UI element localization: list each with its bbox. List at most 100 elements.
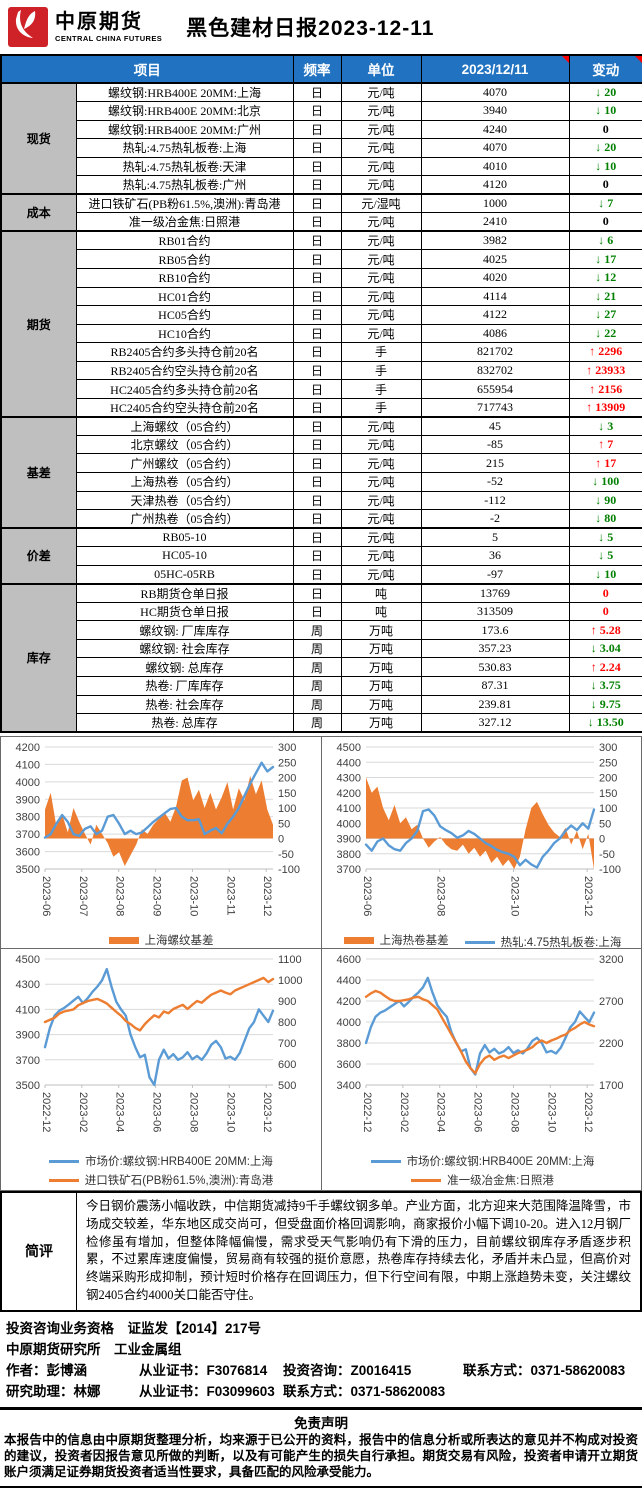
cell-frequency: 日 (292, 527, 342, 548)
cell-item: RB01合约 (75, 230, 294, 251)
cell-value: 1000 (420, 193, 570, 214)
cell-frequency: 日 (292, 453, 342, 473)
cell-change: ↑ 23933 (568, 360, 642, 381)
svg-text:2023-10: 2023-10 (508, 876, 520, 916)
cell-item: HC2405合约空头持仓前20名 (75, 397, 294, 418)
cell-item: RB2405合约空头持仓前20名 (75, 360, 294, 381)
cell-item: 螺纹钢:HRB400E 20MM:广州 (75, 119, 294, 140)
svg-text:3900: 3900 (16, 794, 40, 806)
svg-text:300: 300 (599, 742, 617, 754)
cell-value: 313509 (420, 601, 570, 622)
group-label: 现货 (0, 81, 77, 195)
table-row: 准一级冶金焦:日照港日元/吨 2410 0 (1, 212, 642, 232)
svg-text:200: 200 (278, 773, 296, 785)
cell-frequency: 日 (292, 360, 342, 381)
cell-frequency: 日 (292, 415, 342, 436)
cell-frequency: 周 (292, 638, 342, 659)
cell-item: 热卷: 社会库存 (75, 694, 294, 715)
cell-unit: 元/湿吨 (340, 193, 422, 214)
cell-item: 上海螺纹（05合约） (75, 415, 294, 436)
brief-text: 今日钢价震荡小幅收跌，中信期货减持9千手螺纹钢多单。产业方面，北方迎来大范围降温… (86, 1199, 631, 1302)
svg-text:4100: 4100 (337, 803, 361, 815)
cell-frequency: 日 (292, 286, 342, 307)
svg-text:4200: 4200 (337, 996, 361, 1008)
credential-item: 从业证书：F03099603 (139, 1383, 275, 1399)
table-row: 北京螺纹（05合约）日元/吨 -85 ↑ 7 (1, 434, 642, 455)
cell-frequency: 周 (292, 657, 342, 677)
area-swatch-icon (108, 936, 139, 944)
cell-unit: 手 (340, 379, 422, 399)
svg-text:3500: 3500 (16, 864, 40, 876)
cell-item: 热卷: 厂库库存 (75, 676, 294, 696)
group-label: 期货 (0, 230, 77, 418)
cell-value: 4025 (420, 249, 570, 269)
cell-change: ↓ 5 (568, 527, 642, 548)
cell-frequency: 周 (292, 713, 342, 733)
cell-change: 0 (568, 119, 642, 140)
svg-text:3600: 3600 (16, 847, 40, 859)
table-row: 成本 进口铁矿石(PB粉61.5%,澳洲):青岛港日元/湿吨 1000 ↓ 7 (0, 193, 642, 232)
svg-text:100: 100 (599, 803, 617, 815)
cell-item: 广州螺纹（05合约） (75, 453, 294, 473)
cell-frequency: 日 (292, 230, 342, 251)
svg-text:4600: 4600 (337, 954, 361, 966)
down-arrow-icon: ↓ (595, 251, 602, 266)
svg-text:1100: 1100 (278, 954, 302, 966)
cell-item: 北京螺纹（05合约） (75, 434, 294, 455)
col-header-freq-label: 频率 (303, 63, 331, 78)
table-row: 热轧:4.75热轧板卷:广州日元/吨 4120 0 (1, 175, 642, 195)
cell-frequency: 日 (292, 509, 342, 529)
note-corner-icon (635, 56, 642, 63)
cell-unit: 元/吨 (340, 175, 422, 195)
cell-change: 0 (568, 175, 642, 195)
cell-value: 4122 (420, 305, 570, 325)
svg-text:3800: 3800 (337, 849, 361, 861)
cell-item: RB05合约 (75, 249, 294, 269)
cell-unit: 元/吨 (340, 305, 422, 325)
table-header-row: 项目 频率 单位 2023/12/11 变动 (0, 54, 642, 84)
cell-item: 热轧:4.75热轧板卷:上海 (75, 138, 294, 158)
cell-change: ↑ 5.28 (568, 620, 642, 640)
cell-value: 45 (420, 415, 570, 436)
cell-unit: 元/吨 (340, 138, 422, 158)
cell-frequency: 日 (292, 582, 342, 603)
cell-unit: 万吨 (340, 657, 422, 677)
svg-text:4200: 4200 (16, 742, 40, 754)
down-arrow-icon: ↓ (595, 85, 602, 100)
table-row: 热卷: 社会库存周万吨 239.81 ↓ 9.75 (1, 694, 642, 715)
legend-label: 市场价:螺纹钢:HRB400E 20MM:上海 (406, 1156, 595, 1169)
svg-text:3200: 3200 (599, 954, 623, 966)
svg-text:100: 100 (278, 803, 296, 815)
down-arrow-icon: ↓ (595, 140, 602, 155)
col-header-item-label: 项目 (133, 63, 161, 78)
cell-change: ↓ 20 (568, 82, 642, 103)
credential-item: 作者：彭博涵 (6, 1362, 87, 1378)
table-row: 库存 RB期货仓单日报日吨 13769 0 (0, 582, 642, 733)
legend-label: 市场价:螺纹钢:HRB400E 20MM:上海 (85, 1156, 273, 1169)
down-arrow-icon: ↓ (595, 288, 602, 303)
svg-text:900: 900 (278, 996, 296, 1008)
line-swatch-icon (370, 1159, 401, 1163)
cell-value: 4020 (420, 267, 570, 288)
cell-frequency: 日 (292, 101, 342, 121)
cell-value: -97 (420, 564, 570, 585)
cell-unit: 吨 (340, 601, 422, 622)
svg-text:3800: 3800 (337, 1038, 361, 1050)
line-series (43, 976, 275, 1032)
cell-item: RB10合约 (75, 267, 294, 288)
legend-item: 进口铁矿石(PB粉61.5%,澳洲):青岛港 (1, 1172, 321, 1188)
cell-change: ↓ 20 (568, 138, 642, 158)
svg-text:-50: -50 (599, 849, 615, 861)
svg-text:200: 200 (599, 773, 617, 785)
cell-frequency: 周 (292, 676, 342, 696)
cell-frequency: 日 (292, 193, 342, 214)
cell-unit: 元/吨 (340, 82, 422, 103)
credential-item: 从业证书：F3076814 (139, 1362, 268, 1378)
cell-change: ↓ 3.04 (568, 638, 642, 659)
line-series (364, 976, 596, 1076)
svg-text:2023-07: 2023-07 (77, 876, 89, 916)
cell-value: 4120 (420, 175, 570, 195)
svg-text:4000: 4000 (337, 818, 361, 830)
cell-frequency: 日 (292, 434, 342, 455)
cell-value: 5 (420, 527, 570, 548)
